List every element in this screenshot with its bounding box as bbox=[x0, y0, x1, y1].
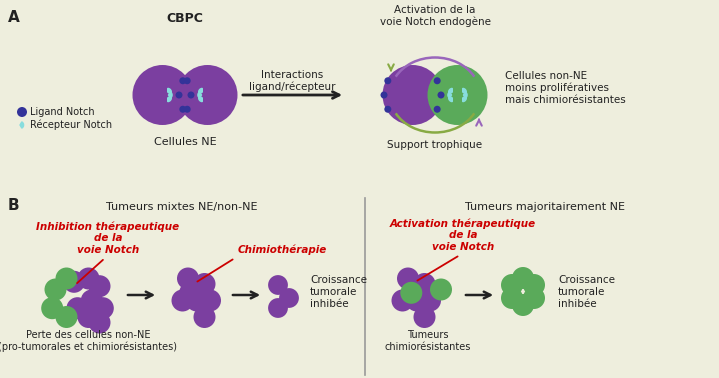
Text: Support trophique: Support trophique bbox=[388, 140, 482, 150]
Circle shape bbox=[88, 311, 111, 333]
Circle shape bbox=[434, 77, 441, 84]
Circle shape bbox=[88, 275, 111, 297]
Text: Interactions
ligand/récepteur: Interactions ligand/récepteur bbox=[249, 70, 335, 92]
Text: Cellules NE: Cellules NE bbox=[154, 137, 216, 147]
Circle shape bbox=[512, 294, 534, 316]
Circle shape bbox=[178, 65, 237, 125]
Text: A: A bbox=[8, 10, 19, 25]
Circle shape bbox=[183, 77, 191, 84]
Circle shape bbox=[419, 290, 441, 311]
Circle shape bbox=[41, 297, 63, 319]
Text: Activation thérapeutique
de la
voie Notch: Activation thérapeutique de la voie Notc… bbox=[390, 218, 536, 252]
Circle shape bbox=[523, 274, 545, 296]
Circle shape bbox=[17, 107, 27, 117]
Wedge shape bbox=[168, 92, 172, 98]
Wedge shape bbox=[463, 88, 467, 94]
Text: B: B bbox=[8, 198, 19, 213]
Circle shape bbox=[92, 297, 114, 319]
Circle shape bbox=[183, 106, 191, 113]
Circle shape bbox=[385, 106, 391, 113]
Circle shape bbox=[380, 91, 388, 99]
Circle shape bbox=[45, 279, 66, 301]
Circle shape bbox=[179, 77, 186, 84]
Circle shape bbox=[78, 268, 99, 290]
Circle shape bbox=[385, 77, 391, 84]
Circle shape bbox=[177, 268, 199, 290]
Circle shape bbox=[400, 282, 422, 304]
Circle shape bbox=[179, 106, 186, 113]
Circle shape bbox=[63, 271, 85, 293]
Wedge shape bbox=[449, 96, 452, 102]
Text: Croissance
tumorale
inhibée: Croissance tumorale inhibée bbox=[558, 276, 615, 308]
Circle shape bbox=[501, 287, 523, 309]
Text: CBPC: CBPC bbox=[167, 12, 203, 25]
Text: Récepteur Notch: Récepteur Notch bbox=[30, 120, 112, 130]
Text: Perte des cellules non-NE
(pro-tumorales et chimiorésistantes): Perte des cellules non-NE (pro-tumorales… bbox=[0, 330, 178, 352]
Text: Tumeurs majoritairement NE: Tumeurs majoritairement NE bbox=[465, 202, 625, 212]
Text: Tumeurs
chimiorésistantes: Tumeurs chimiorésistantes bbox=[385, 330, 471, 352]
Circle shape bbox=[383, 65, 442, 125]
Text: Croissance
tumorale
inhibée: Croissance tumorale inhibée bbox=[310, 276, 367, 308]
Wedge shape bbox=[168, 88, 171, 94]
Circle shape bbox=[512, 267, 534, 289]
Text: Cellules non-NE
moins prolifératives
mais chimiorésistantes: Cellules non-NE moins prolifératives mai… bbox=[505, 71, 626, 105]
Circle shape bbox=[81, 290, 103, 311]
Wedge shape bbox=[198, 88, 202, 94]
Circle shape bbox=[186, 290, 208, 311]
Wedge shape bbox=[198, 92, 201, 98]
Circle shape bbox=[268, 275, 288, 295]
Circle shape bbox=[55, 306, 78, 328]
Circle shape bbox=[501, 274, 523, 296]
Circle shape bbox=[193, 273, 216, 295]
Wedge shape bbox=[464, 92, 467, 98]
Text: Ligand Notch: Ligand Notch bbox=[30, 107, 95, 117]
Circle shape bbox=[392, 290, 413, 311]
Wedge shape bbox=[20, 122, 24, 128]
Text: Chimiothérapie: Chimiothérapie bbox=[238, 245, 327, 255]
Wedge shape bbox=[198, 96, 202, 102]
Text: Activation de la
voie Notch endogène: Activation de la voie Notch endogène bbox=[380, 5, 490, 27]
Circle shape bbox=[193, 306, 216, 328]
Circle shape bbox=[437, 91, 444, 99]
Circle shape bbox=[434, 106, 441, 113]
Circle shape bbox=[428, 65, 487, 125]
Circle shape bbox=[413, 306, 436, 328]
Circle shape bbox=[175, 91, 183, 99]
Circle shape bbox=[430, 279, 452, 301]
Circle shape bbox=[179, 282, 201, 304]
Circle shape bbox=[132, 65, 193, 125]
Circle shape bbox=[66, 297, 88, 319]
Circle shape bbox=[268, 298, 288, 318]
Circle shape bbox=[279, 288, 299, 308]
Text: Inhibition thérapeutique
de la
voie Notch: Inhibition thérapeutique de la voie Notc… bbox=[37, 221, 180, 255]
Circle shape bbox=[397, 268, 419, 290]
Circle shape bbox=[406, 290, 428, 311]
Wedge shape bbox=[449, 88, 452, 94]
Wedge shape bbox=[448, 92, 452, 98]
Circle shape bbox=[523, 287, 545, 309]
Text: Tumeurs mixtes NE/non-NE: Tumeurs mixtes NE/non-NE bbox=[106, 202, 257, 212]
Circle shape bbox=[55, 268, 78, 290]
Circle shape bbox=[199, 290, 221, 311]
Circle shape bbox=[78, 306, 99, 328]
Wedge shape bbox=[168, 96, 171, 102]
Circle shape bbox=[188, 91, 195, 99]
Wedge shape bbox=[463, 96, 467, 102]
Circle shape bbox=[172, 290, 193, 311]
Circle shape bbox=[413, 273, 436, 295]
